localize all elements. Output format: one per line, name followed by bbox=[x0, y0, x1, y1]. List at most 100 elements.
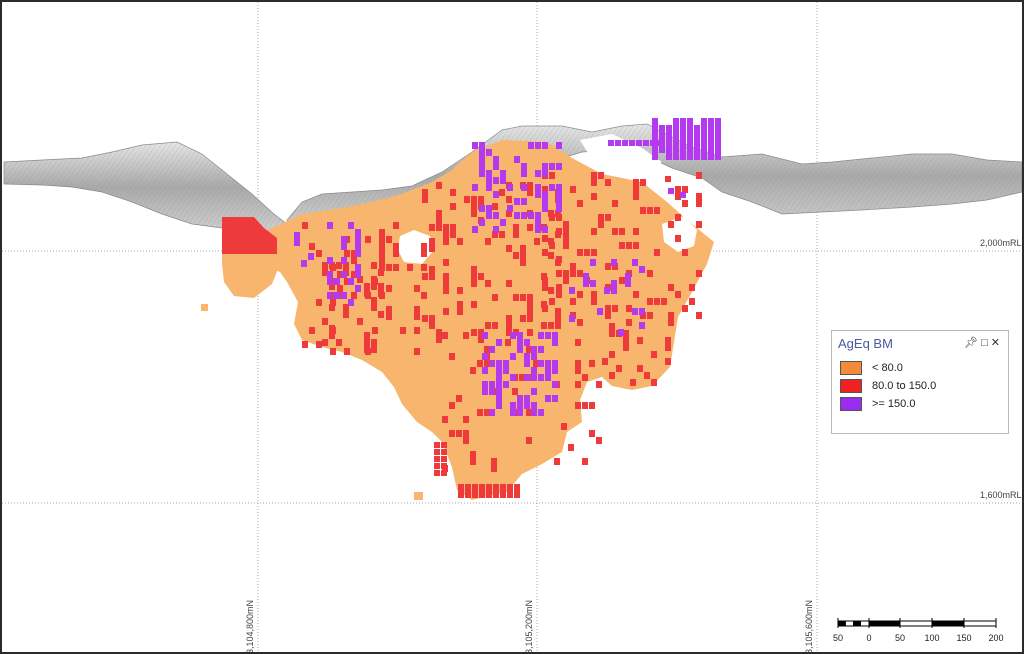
block-cell-high bbox=[687, 153, 693, 160]
block-cell-mid bbox=[513, 294, 519, 301]
block-cell-mid bbox=[542, 305, 548, 312]
pin-icon[interactable]: 📌︎ bbox=[964, 337, 982, 349]
block-cell-high bbox=[556, 198, 562, 205]
block-cell-high bbox=[496, 367, 502, 374]
block-cell-mid bbox=[364, 346, 370, 353]
block-cell-high bbox=[496, 388, 502, 395]
block-cell-high bbox=[668, 188, 674, 194]
block-cell-mid bbox=[556, 270, 562, 277]
block-cell-mid bbox=[696, 270, 702, 277]
block-cell-high bbox=[510, 402, 516, 409]
block-cell-high bbox=[496, 381, 502, 388]
block-cell-mid bbox=[471, 210, 477, 217]
block-cell-mid bbox=[443, 273, 449, 280]
block-cell-high bbox=[531, 402, 537, 409]
block-cell-high bbox=[482, 353, 488, 360]
block-cell-high bbox=[666, 125, 672, 132]
block-cell-mid bbox=[675, 235, 681, 242]
block-cell-high bbox=[680, 153, 686, 160]
block-cell-mid bbox=[337, 271, 343, 278]
block-cell-high bbox=[524, 395, 530, 402]
block-cell-mid bbox=[633, 179, 639, 186]
block-cell-mid bbox=[534, 238, 540, 245]
block-cell-mid bbox=[668, 312, 674, 319]
block-cell-mid bbox=[605, 305, 611, 312]
block-cell-mid bbox=[472, 484, 478, 498]
block-cell-mid bbox=[343, 304, 349, 311]
block-cell-high bbox=[652, 146, 658, 153]
close-icon[interactable]: ✕ bbox=[990, 337, 1003, 349]
block-cell-high bbox=[524, 353, 530, 360]
block-cell-mid bbox=[506, 210, 512, 217]
block-cell-high bbox=[629, 140, 635, 146]
legend-panel[interactable]: AgEq BM 📌︎□✕ < 80.0 80.0 to 150.0 >= 150… bbox=[831, 330, 1009, 434]
block-cell-mid bbox=[689, 284, 695, 291]
block-cell-mid bbox=[492, 231, 498, 238]
block-cell-mid bbox=[470, 458, 476, 465]
block-cell-high bbox=[479, 156, 485, 163]
block-cell-mid bbox=[520, 252, 526, 259]
maximize-icon[interactable]: □ bbox=[981, 337, 991, 349]
block-cell-mid bbox=[364, 332, 370, 339]
block-cell-mid bbox=[623, 337, 629, 344]
block-cell-high bbox=[715, 125, 721, 132]
block-cell-high bbox=[680, 146, 686, 153]
block-cell-mid bbox=[351, 292, 357, 299]
block-cell-high bbox=[479, 142, 485, 149]
block-cell-mid bbox=[450, 231, 456, 238]
block-cell-mid bbox=[577, 319, 583, 326]
block-cell-mid bbox=[357, 276, 363, 283]
block-cell-high bbox=[701, 146, 707, 153]
block-cell-mid bbox=[443, 287, 449, 294]
block-cell-high bbox=[556, 142, 562, 149]
block-cell-high bbox=[680, 118, 686, 125]
block-cell-high bbox=[531, 388, 537, 395]
block-cell-high bbox=[493, 177, 499, 184]
block-cell-mid bbox=[422, 196, 428, 203]
block-cell-mid bbox=[378, 311, 384, 318]
block-cell-mid bbox=[526, 437, 532, 444]
block-cell-high bbox=[694, 132, 700, 139]
block-cell-high bbox=[496, 360, 502, 367]
block-cell-high bbox=[521, 212, 527, 219]
block-cell-mid bbox=[372, 327, 378, 334]
block-cell-mid bbox=[520, 294, 526, 301]
block-cell-mid bbox=[450, 203, 456, 210]
block-cell-mid bbox=[343, 262, 349, 269]
block-cell-mid bbox=[527, 182, 533, 189]
block-cell-mid bbox=[589, 360, 595, 367]
block-cell-mid bbox=[570, 298, 576, 305]
block-cell-high bbox=[701, 132, 707, 139]
block-cell-high bbox=[341, 257, 347, 264]
block-cell-mid bbox=[491, 458, 497, 465]
block-cell-high bbox=[348, 299, 354, 306]
block-cell-mid bbox=[484, 360, 490, 367]
block-cell-high bbox=[472, 226, 478, 233]
block-cell-mid bbox=[605, 312, 611, 319]
block-cell-mid bbox=[329, 325, 335, 332]
block-cell-high bbox=[486, 149, 492, 156]
block-cell-mid bbox=[554, 458, 560, 465]
block-cell-mid bbox=[371, 297, 377, 304]
block-cell-high bbox=[556, 205, 562, 212]
block-cell-mid bbox=[393, 243, 399, 250]
block-cell-mid bbox=[570, 186, 576, 193]
block-cell-high bbox=[341, 271, 347, 278]
block-cell-high bbox=[507, 205, 513, 212]
block-cell-mid bbox=[527, 294, 533, 301]
block-cell-mid bbox=[478, 273, 484, 280]
block-cell-high bbox=[486, 205, 492, 212]
block-cell-mid bbox=[436, 336, 442, 343]
block-cell-high bbox=[503, 360, 509, 367]
block-cell-high bbox=[538, 346, 544, 353]
block-cell-mid bbox=[351, 250, 357, 257]
block-cell-high bbox=[496, 402, 502, 409]
block-cell-high bbox=[680, 139, 686, 146]
block-cell-high bbox=[472, 142, 478, 149]
block-cell-mid bbox=[421, 264, 427, 271]
block-cell-mid bbox=[591, 249, 597, 256]
block-cell-mid bbox=[316, 250, 322, 257]
block-cell-mid bbox=[386, 313, 392, 320]
block-cell-high bbox=[583, 280, 589, 287]
